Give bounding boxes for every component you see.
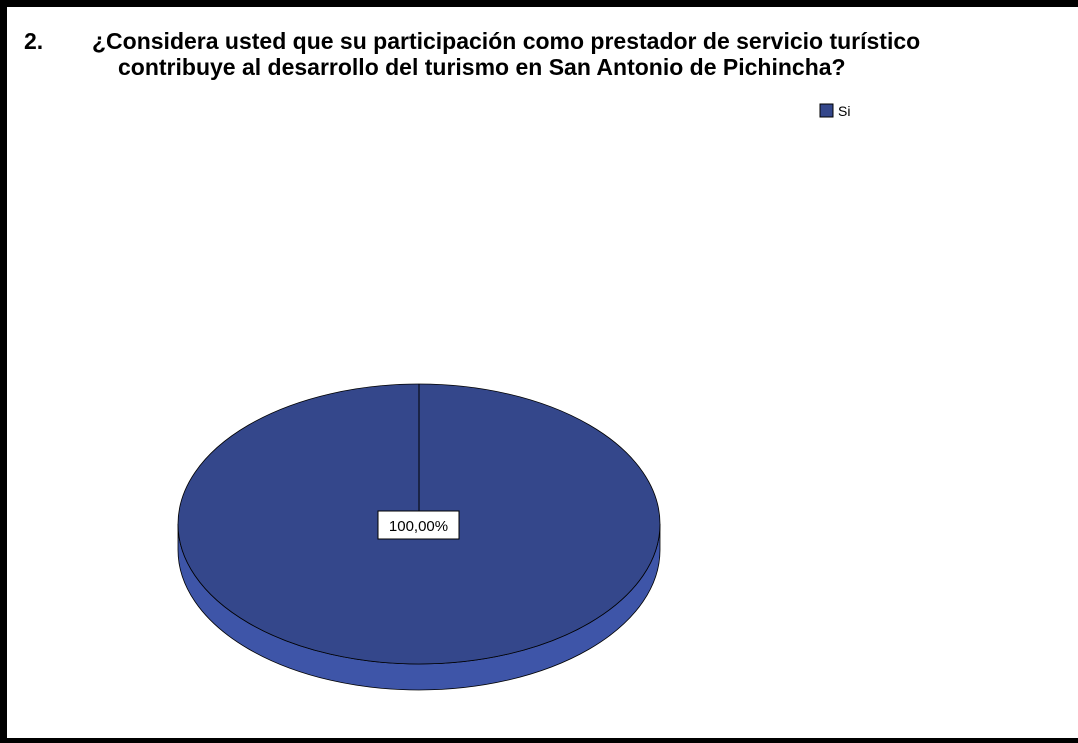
legend: Si — [819, 103, 850, 119]
legend-swatch-si — [819, 103, 834, 118]
legend-label-si: Si — [838, 103, 850, 119]
question-number: 2. — [24, 28, 44, 54]
chart-title-line-2: contribuye al desarrollo del turismo en … — [118, 54, 846, 80]
data-label-box — [377, 510, 460, 540]
data-label-si: 100,00% — [389, 518, 448, 535]
chart-title-line-1: ¿Considera usted que su participación co… — [92, 28, 921, 54]
data-label-group: 100,00% — [377, 510, 460, 540]
